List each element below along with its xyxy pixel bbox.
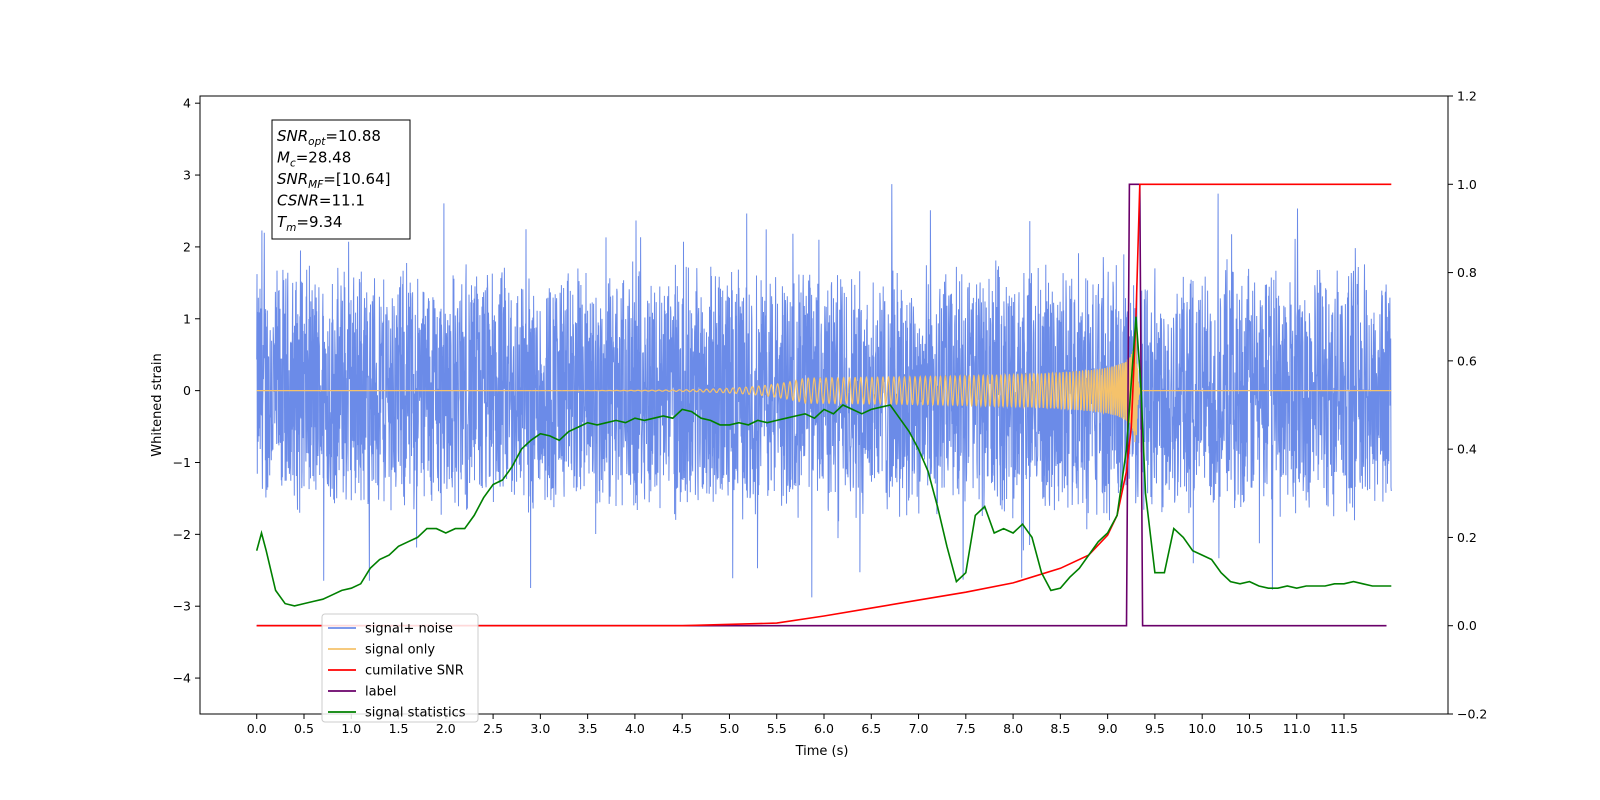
x-tick-label: 1.5 [389, 721, 409, 736]
annotation-line: SNRMF=[10.64] [277, 170, 391, 191]
annotation-box [271, 119, 411, 240]
series-cumulative-snr [256, 183, 1392, 627]
series-signal-only [256, 322, 1392, 443]
y2-tick-label: −0.2 [1457, 707, 1487, 722]
x-tick-label: 11.5 [1330, 721, 1358, 736]
y2-tick-label: 0.2 [1457, 530, 1477, 545]
series-signal-statistics [255, 316, 1392, 607]
plot-area [255, 183, 1392, 627]
y-tick-label: −2 [173, 527, 191, 542]
annotation-line: Tm=9.34 [277, 213, 342, 234]
x-tick-label: 3.0 [530, 721, 550, 736]
x-tick-label: 6.5 [861, 721, 881, 736]
y-tick-label: 2 [183, 239, 191, 254]
y-tick-label: −4 [173, 671, 191, 686]
x-tick-label: 0.0 [247, 721, 267, 736]
x-tick-label: 7.5 [956, 721, 976, 736]
x-tick-label: 9.5 [1145, 721, 1165, 736]
legend-label: cumilative SNR [365, 664, 464, 679]
x-tick-label: 8.0 [1003, 721, 1023, 736]
legend-label: label [365, 685, 396, 700]
legend-label: signal+ noise [365, 622, 453, 637]
series-signal-plus-noise [256, 184, 1392, 598]
y2-tick-label: 0.0 [1457, 618, 1477, 633]
x-tick-label: 4.0 [625, 721, 645, 736]
x-tick-label: 6.0 [814, 721, 834, 736]
x-tick-label: 9.0 [1098, 721, 1118, 736]
y-tick-label: 0 [183, 383, 191, 398]
y-axis-left: 4 3 2 1 0 −1 −2 −3 −4 [173, 96, 200, 686]
series-label [256, 183, 1387, 627]
x-axis-label: Time (s) [795, 744, 849, 759]
x-tick-label: 10.0 [1188, 721, 1216, 736]
y-tick-label: 1 [183, 311, 191, 326]
x-axis: 0.0 0.5 1.0 1.5 2.0 2.5 3.0 3.5 4.0 4.5 5.0 5.5 6.0 6… [247, 714, 1358, 736]
x-tick-label: 8.5 [1050, 721, 1070, 736]
x-tick-label: 3.5 [578, 721, 598, 736]
x-tick-label: 10.5 [1236, 721, 1264, 736]
x-tick-label: 2.5 [483, 721, 503, 736]
y-tick-label: 4 [183, 96, 191, 111]
x-tick-label: 7.0 [909, 721, 929, 736]
legend: signal+ noise signal only cumilative SNR la… [321, 613, 479, 723]
y2-tick-label: 0.6 [1457, 353, 1477, 368]
annotation-line: CSNR=11.1 [277, 192, 365, 210]
annotation-line: Mc=28.48 [277, 149, 351, 170]
y2-tick-label: 1.2 [1457, 89, 1477, 104]
x-tick-label: 1.0 [341, 721, 361, 736]
y-axis-label: Whitened strain [150, 353, 165, 456]
x-tick-label: 11.0 [1283, 721, 1311, 736]
x-tick-label: 4.5 [672, 721, 692, 736]
legend-label: signal only [365, 643, 435, 658]
y-tick-label: 3 [183, 168, 191, 183]
annotation-line: SNRopt=10.88 [277, 127, 381, 148]
x-tick-label: 2.0 [436, 721, 456, 736]
y-axis-right: 1.2 1.0 0.8 0.6 0.4 0.2 0.0 −0.2 [1448, 89, 1487, 722]
x-tick-label: 5.0 [720, 721, 740, 736]
legend-label: signal statistics [365, 706, 466, 721]
stats-annotation-box: SNRopt=10.88Mc=28.48SNRMF=[10.64]CSNR=11… [271, 119, 411, 240]
y2-tick-label: 1.0 [1457, 177, 1477, 192]
legend-box [321, 613, 479, 723]
x-tick-label: 5.5 [767, 721, 787, 736]
x-tick-label: 0.5 [294, 721, 314, 736]
y2-tick-label: 0.8 [1457, 265, 1477, 280]
y-tick-label: −3 [173, 599, 191, 614]
y-tick-label: −1 [173, 455, 191, 470]
y2-tick-label: 0.4 [1457, 442, 1477, 457]
